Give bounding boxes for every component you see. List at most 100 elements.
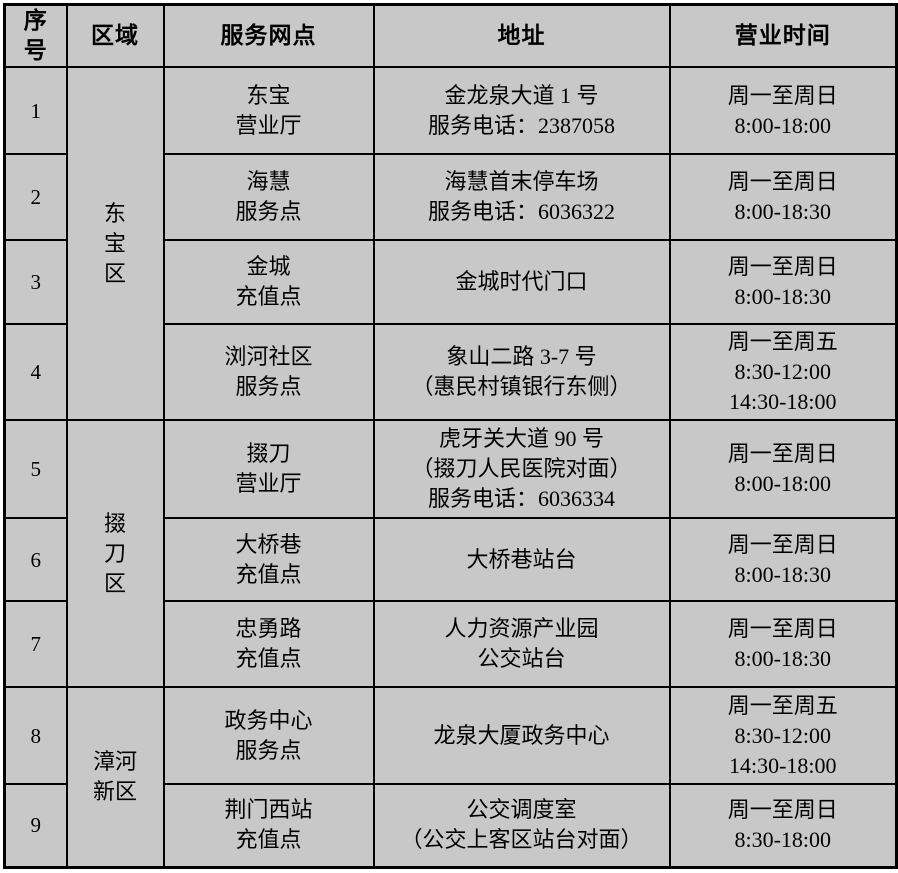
hours-line: 周一至周日 <box>727 616 838 641</box>
address-line: 金龙泉大道 1 号 <box>444 82 599 108</box>
region-line: 漳河 <box>92 748 137 774</box>
service-outlets-table: 序 号 区域 服务网点 地址 营业时间 1 东 宝 区 东宝 营业厅 金龙泉大道… <box>3 3 898 869</box>
outlet-line: 服务点 <box>235 199 302 224</box>
address-cell: 大桥巷站台 <box>372 517 671 602</box>
hours-line: 8:00-18:30 <box>734 561 832 587</box>
address-cell: 虎牙关大道 90 号 （掇刀人民医院对面） 服务电话：6036334 <box>372 419 671 519</box>
outlet-cell: 海慧 服务点 <box>162 153 375 241</box>
address-line: 大桥巷站台 <box>466 546 577 572</box>
hours-line: 周一至周日 <box>727 531 838 557</box>
row-number: 4 <box>3 323 68 421</box>
address-line: 服务电话：2387058 <box>427 112 615 138</box>
hours-cell: 周一至周日 8:00-18:00 <box>668 419 898 519</box>
hours-line: 8:30-12:00 <box>734 359 832 384</box>
table-row: 8 漳河 新区 政务中心 服务点 龙泉大厦政务中心 周一至周五 8:30-12:… <box>3 686 898 868</box>
table-row: 9 荆门西站 充值点 公交调度室 （公交上客区站台对面） 周一至周日 8:30-… <box>3 783 898 868</box>
table-row: 5 掇 刀 区 掇刀 营业厅 虎牙关大道 90 号 （掇刀人民医院对面） 服务电… <box>3 419 898 688</box>
row-number: 6 <box>3 517 68 602</box>
table-row: 2 海慧 服务点 海慧首末停车场 服务电话：6036322 周一至周日 8:00… <box>3 153 898 241</box>
hours-line: 周一至周日 <box>727 441 838 466</box>
hours-cell: 周一至周日 8:00-18:30 <box>668 153 898 241</box>
hours-line: 周一至周五 <box>727 692 838 718</box>
outlet-cell: 忠勇路 充值点 <box>162 600 375 688</box>
header-row: 序 号 区域 服务网点 地址 营业时间 <box>3 3 898 68</box>
header-seq: 序 号 <box>3 3 68 68</box>
hours-line: 周一至周五 <box>727 329 838 354</box>
outlet-cell: 东宝 营业厅 <box>162 66 375 155</box>
region-cell-dongbao: 东 宝 区 <box>65 66 165 421</box>
address-cell: 龙泉大厦政务中心 <box>372 686 671 785</box>
region-line: 掇 <box>103 510 126 536</box>
region-line: 区 <box>103 570 126 596</box>
outlet-line: 政务中心 <box>224 707 313 733</box>
address-line: 龙泉大厦政务中心 <box>433 722 610 748</box>
hours-cell: 周一至周日 8:00-18:30 <box>668 600 898 688</box>
outlet-line: 充值点 <box>235 646 302 671</box>
row-number: 1 <box>3 66 68 155</box>
row-number: 2 <box>3 153 68 241</box>
address-line: 人力资源产业园 <box>444 616 599 641</box>
outlet-line: 海慧 <box>246 169 291 194</box>
region-line: 东 <box>103 200 126 226</box>
hours-line: 周一至周日 <box>727 797 838 823</box>
region-cell-zhanghe: 漳河 新区 <box>65 686 165 868</box>
hours-line: 8:30-18:00 <box>734 827 832 853</box>
header-region: 区域 <box>65 3 165 68</box>
address-cell: 象山二路 3-7 号 （惠民村镇银行东侧） <box>372 323 671 421</box>
hours-line: 14:30-18:00 <box>728 389 837 414</box>
region-cell-duodao: 掇 刀 区 <box>65 419 165 688</box>
row-number: 3 <box>3 239 68 325</box>
hours-line: 8:00-18:30 <box>734 284 832 309</box>
outlet-line: 充值点 <box>235 561 302 587</box>
outlet-line: 充值点 <box>235 284 302 309</box>
address-cell: 人力资源产业园 公交站台 <box>372 600 671 688</box>
address-line: 金城时代门口 <box>455 269 588 294</box>
outlet-line: 忠勇路 <box>235 616 302 641</box>
address-line: 虎牙关大道 90 号 <box>438 426 604 451</box>
outlet-cell: 浏河社区 服务点 <box>162 323 375 421</box>
region-line: 新区 <box>92 778 137 804</box>
address-line: （公交上客区站台对面） <box>400 827 643 853</box>
hours-line: 8:00-18:30 <box>734 646 832 671</box>
address-line: 公交站台 <box>477 646 566 671</box>
region-line: 宝 <box>103 230 126 256</box>
header-seq-line: 序 <box>23 8 48 33</box>
row-number: 9 <box>3 783 68 868</box>
hours-cell: 周一至周日 8:00-18:30 <box>668 239 898 325</box>
outlet-line: 东宝 <box>246 82 291 108</box>
outlet-line: 营业厅 <box>235 112 302 138</box>
address-line: 公交调度室 <box>466 797 577 823</box>
row-number: 5 <box>3 419 68 519</box>
outlet-cell: 大桥巷 充值点 <box>162 517 375 602</box>
outlet-cell: 荆门西站 充值点 <box>162 783 375 868</box>
outlet-cell: 政务中心 服务点 <box>162 686 375 785</box>
outlet-line: 充值点 <box>235 827 302 853</box>
address-cell: 金龙泉大道 1 号 服务电话：2387058 <box>372 66 671 155</box>
address-cell: 海慧首末停车场 服务电话：6036322 <box>372 153 671 241</box>
hours-line: 周一至周日 <box>727 82 838 108</box>
header-hours: 营业时间 <box>668 3 898 68</box>
address-line: （掇刀人民医院对面） <box>411 456 632 481</box>
table-row: 3 金城 充值点 金城时代门口 周一至周日 8:00-18:30 <box>3 239 898 325</box>
hours-line: 周一至周日 <box>727 254 838 279</box>
outlet-cell: 金城 充值点 <box>162 239 375 325</box>
table-row: 4 浏河社区 服务点 象山二路 3-7 号 （惠民村镇银行东侧） 周一至周五 8… <box>3 323 898 421</box>
address-cell: 公交调度室 （公交上客区站台对面） <box>372 783 671 868</box>
outlet-line: 营业厅 <box>235 471 302 496</box>
header-address: 地址 <box>372 3 671 68</box>
outlet-line: 掇刀 <box>246 441 291 466</box>
row-number: 7 <box>3 600 68 688</box>
hours-cell: 周一至周五 8:30-12:00 14:30-18:00 <box>668 323 898 421</box>
hours-line: 8:00-18:00 <box>734 471 832 496</box>
hours-cell: 周一至周日 8:30-18:00 <box>668 783 898 868</box>
hours-line: 8:30-12:00 <box>734 722 832 748</box>
outlet-cell: 掇刀 营业厅 <box>162 419 375 519</box>
header-outlet: 服务网点 <box>162 3 375 68</box>
row-number: 8 <box>3 686 68 785</box>
region-line: 区 <box>103 260 126 286</box>
address-cell: 金城时代门口 <box>372 239 671 325</box>
table-row: 6 大桥巷 充值点 大桥巷站台 周一至周日 8:00-18:30 <box>3 517 898 602</box>
region-line: 刀 <box>103 540 126 566</box>
address-line: 服务电话：6036322 <box>427 199 615 224</box>
address-line: 海慧首末停车场 <box>444 169 599 194</box>
